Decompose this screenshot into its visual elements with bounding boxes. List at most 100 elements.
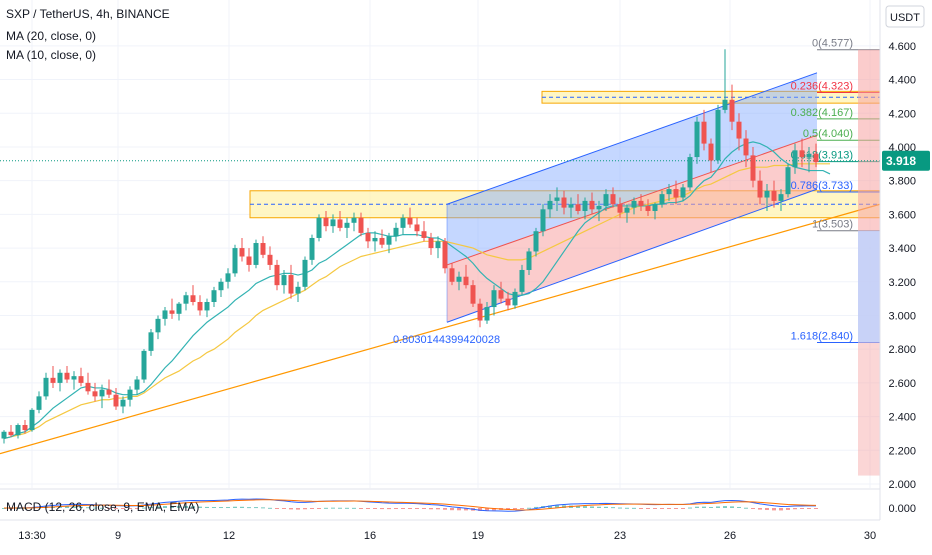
- candle-body-62[interactable]: [435, 241, 441, 249]
- candle-body-17[interactable]: [120, 399, 126, 407]
- candle-body-38[interactable]: [267, 254, 273, 265]
- candle-body-109[interactable]: [764, 190, 770, 198]
- candle-body-115[interactable]: [806, 153, 812, 158]
- candle-body-58[interactable]: [407, 217, 413, 225]
- candle-body-27[interactable]: [190, 295, 196, 302]
- candle-body-86[interactable]: [603, 194, 609, 206]
- candle-body-28[interactable]: [197, 302, 203, 311]
- candle-body-13[interactable]: [92, 391, 98, 397]
- candle-body-15[interactable]: [106, 389, 112, 395]
- candle-body-72[interactable]: [505, 298, 511, 306]
- candle-body-65[interactable]: [456, 276, 462, 282]
- candle-body-39[interactable]: [274, 264, 280, 286]
- candle-body-68[interactable]: [477, 303, 483, 321]
- candle-body-111[interactable]: [778, 194, 784, 201]
- candle-body-53[interactable]: [372, 237, 378, 242]
- candle-body-113[interactable]: [792, 150, 798, 168]
- candle-body-59[interactable]: [414, 224, 420, 232]
- candle-body-24[interactable]: [169, 310, 175, 314]
- candle-body-107[interactable]: [750, 155, 756, 181]
- candle-body-3[interactable]: [22, 425, 28, 431]
- candle-body-44[interactable]: [309, 237, 315, 260]
- candle-body-37[interactable]: [260, 243, 266, 255]
- candle-body-54[interactable]: [379, 237, 385, 245]
- candle-body-4[interactable]: [29, 409, 35, 431]
- candle-body-66[interactable]: [463, 276, 469, 286]
- candle-body-40[interactable]: [281, 275, 287, 286]
- candle-body-35[interactable]: [246, 256, 252, 265]
- candle-body-102[interactable]: [715, 109, 721, 161]
- candle-body-19[interactable]: [134, 379, 140, 390]
- candle-body-84[interactable]: [589, 200, 595, 210]
- candle-body-33[interactable]: [232, 248, 238, 274]
- currency-button[interactable]: [885, 5, 925, 28]
- candle-body-87[interactable]: [610, 194, 616, 205]
- candle-body-50[interactable]: [351, 217, 357, 223]
- candle-body-56[interactable]: [393, 227, 399, 237]
- candle-body-60[interactable]: [421, 231, 427, 238]
- candle-body-116[interactable]: [813, 153, 819, 163]
- candle-body-85[interactable]: [596, 205, 602, 210]
- candle-body-96[interactable]: [673, 189, 679, 198]
- candle-body-73[interactable]: [512, 291, 518, 306]
- candle-body-7[interactable]: [50, 377, 56, 383]
- candle-body-42[interactable]: [295, 286, 301, 294]
- candle-body-89[interactable]: [624, 207, 630, 213]
- candle-body-70[interactable]: [491, 290, 497, 308]
- candle-body-18[interactable]: [127, 389, 133, 400]
- candle-body-1[interactable]: [8, 431, 14, 436]
- candle-body-81[interactable]: [568, 204, 574, 208]
- candle-body-23[interactable]: [162, 310, 168, 319]
- candle-body-30[interactable]: [211, 290, 217, 302]
- candle-body-76[interactable]: [533, 231, 539, 252]
- candle-body-6[interactable]: [43, 377, 49, 397]
- candle-body-64[interactable]: [449, 268, 455, 282]
- candle-body-77[interactable]: [540, 209, 546, 232]
- candle-body-20[interactable]: [141, 350, 147, 380]
- candle-body-21[interactable]: [148, 332, 154, 351]
- candle-body-63[interactable]: [442, 241, 448, 269]
- candle-body-52[interactable]: [365, 232, 371, 242]
- candle-body-69[interactable]: [484, 307, 490, 321]
- candle-body-95[interactable]: [666, 189, 672, 195]
- candle-body-104[interactable]: [729, 99, 735, 122]
- candle-body-49[interactable]: [344, 222, 350, 228]
- candle-body-55[interactable]: [386, 236, 392, 245]
- candle-body-5[interactable]: [36, 396, 42, 410]
- candle-body-10[interactable]: [71, 376, 77, 380]
- candle-body-2[interactable]: [15, 425, 21, 436]
- candle-body-94[interactable]: [659, 194, 665, 205]
- candle-body-92[interactable]: [645, 205, 651, 211]
- currency-button-label[interactable]: USDT: [890, 12, 920, 24]
- candle-body-45[interactable]: [316, 217, 322, 238]
- candle-body-79[interactable]: [554, 197, 560, 201]
- candle-body-78[interactable]: [547, 200, 553, 210]
- candle-body-103[interactable]: [722, 99, 728, 110]
- candle-body-31[interactable]: [218, 281, 224, 291]
- candle-body-12[interactable]: [85, 382, 91, 392]
- candle-body-100[interactable]: [701, 121, 707, 144]
- candle-body-93[interactable]: [652, 204, 658, 211]
- candle-body-91[interactable]: [638, 200, 644, 206]
- candle-body-67[interactable]: [470, 285, 476, 304]
- candle-body-32[interactable]: [225, 273, 231, 282]
- candle-body-9[interactable]: [64, 372, 70, 380]
- candle-body-34[interactable]: [239, 248, 245, 257]
- candle-body-114[interactable]: [799, 150, 805, 158]
- candle-body-61[interactable]: [428, 237, 434, 249]
- candle-body-83[interactable]: [582, 200, 588, 211]
- candle-body-112[interactable]: [785, 167, 791, 195]
- candle-body-101[interactable]: [708, 143, 714, 161]
- candle-body-51[interactable]: [358, 217, 364, 233]
- candle-body-11[interactable]: [78, 376, 84, 383]
- candle-body-90[interactable]: [631, 200, 637, 208]
- candle-body-16[interactable]: [113, 394, 119, 407]
- candle-body-48[interactable]: [337, 219, 343, 228]
- candle-body-25[interactable]: [176, 303, 182, 314]
- candle-body-80[interactable]: [561, 197, 567, 208]
- candle-body-71[interactable]: [498, 290, 504, 299]
- candle-body-46[interactable]: [323, 217, 329, 227]
- candle-body-47[interactable]: [330, 219, 336, 227]
